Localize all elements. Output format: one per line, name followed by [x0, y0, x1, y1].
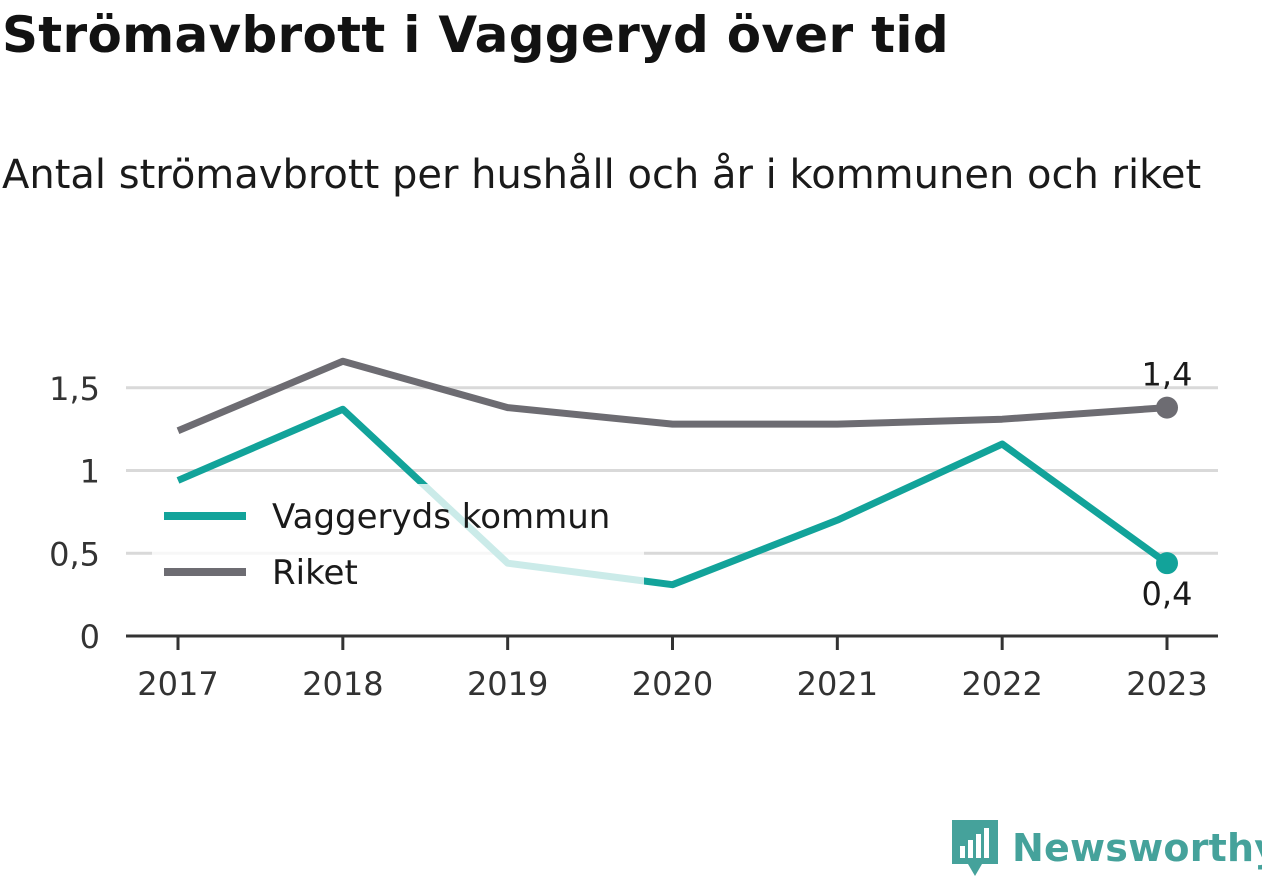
series-line-riket — [176, 357, 1168, 435]
x-tick-label: 2021 — [797, 665, 878, 703]
x-tick-label: 2019 — [467, 665, 548, 703]
y-tick-label: 0 — [80, 618, 100, 656]
end-value-label: 0,4 — [1142, 575, 1193, 613]
legend: Vaggeryds kommun Riket — [152, 484, 644, 606]
x-tick-label: 2022 — [961, 665, 1042, 703]
x-tick-label: 2023 — [1126, 665, 1207, 703]
chart-title: Strömavbrott i Vaggeryd över tid — [2, 6, 949, 64]
legend-background — [152, 484, 644, 606]
series-end-point — [1156, 552, 1178, 575]
y-tick-label: 0,5 — [49, 535, 100, 573]
x-tick-label: 2017 — [137, 665, 218, 703]
legend-label: Riket — [272, 553, 358, 593]
axes: 0 0,5 1 1,5 2017 2018 2019 2020 2021 2022 2023 — [49, 370, 1218, 703]
data-labels: 0,4 1,4 — [1142, 356, 1193, 614]
x-tick-label: 2020 — [632, 665, 713, 703]
series-line-vaggeryds-kommun — [176, 405, 1170, 589]
series-lines — [176, 357, 1178, 589]
x-tick-label: 2018 — [302, 665, 383, 703]
y-tick-label: 1 — [80, 453, 100, 491]
brand: Newsworthy — [950, 818, 1262, 878]
y-tick-label: 1,5 — [49, 370, 100, 408]
legend-label: Vaggeryds kommun — [272, 497, 610, 537]
series-end-point — [1156, 396, 1178, 419]
chart-subtitle: Antal strömavbrott per hushåll och år i … — [2, 152, 1202, 198]
newsworthy-logo-icon — [952, 820, 998, 876]
end-value-label: 1,4 — [1142, 356, 1193, 394]
brand-name: Newsworthy — [1012, 826, 1262, 870]
